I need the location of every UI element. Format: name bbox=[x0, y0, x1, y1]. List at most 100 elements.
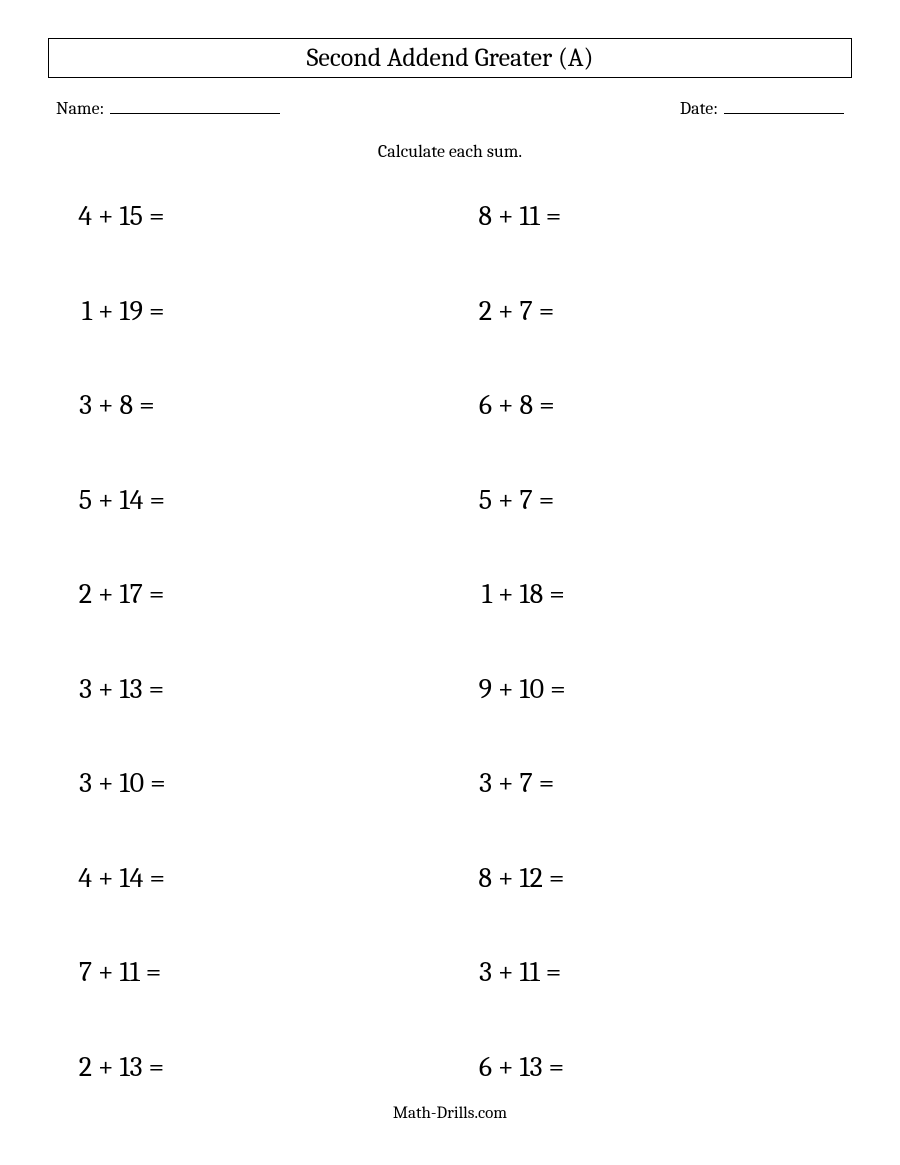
addend-2: 10 bbox=[520, 673, 545, 705]
addend-1: 5 bbox=[74, 484, 92, 516]
addend-2: 18 bbox=[520, 578, 544, 610]
addend-2: 13 bbox=[120, 1051, 143, 1083]
addend-1: 1 bbox=[74, 295, 92, 327]
name-input-line[interactable] bbox=[110, 113, 280, 114]
addend-2: 7 bbox=[520, 484, 533, 516]
equals-symbol: = bbox=[146, 956, 162, 988]
addend-2: 14 bbox=[120, 484, 144, 516]
plus-symbol: + bbox=[98, 389, 114, 421]
worksheet-title: Second Addend Greater (A) bbox=[49, 43, 851, 73]
problem-cell: 3+13= bbox=[58, 673, 450, 707]
plus-symbol: + bbox=[498, 295, 514, 327]
addend-1: 6 bbox=[474, 1051, 492, 1083]
addend-1: 2 bbox=[74, 578, 92, 610]
worksheet-page: Second Addend Greater (A) Name: Date: Ca… bbox=[0, 0, 900, 1165]
addend-2: 17 bbox=[120, 578, 143, 610]
addend-2: 12 bbox=[520, 862, 543, 894]
plus-symbol: + bbox=[498, 673, 514, 705]
instruction-text: Calculate each sum. bbox=[48, 141, 852, 162]
addend-2: 10 bbox=[120, 767, 145, 799]
addend-1: 4 bbox=[74, 200, 92, 232]
problem-cell: 1+19= bbox=[58, 295, 450, 329]
addend-1: 3 bbox=[74, 767, 92, 799]
problem-cell: 3+7= bbox=[450, 767, 842, 801]
problem-cell: 5+7= bbox=[450, 484, 842, 518]
problems-grid: 4+15=8+11=1+19=2+7=3+8=6+8=5+14=5+7=2+17… bbox=[48, 200, 852, 1084]
addend-2: 15 bbox=[120, 200, 143, 232]
addend-2: 8 bbox=[520, 389, 534, 421]
addend-2: 11 bbox=[520, 200, 540, 232]
name-field-group: Name: bbox=[56, 98, 280, 119]
equals-symbol: = bbox=[549, 862, 565, 894]
plus-symbol: + bbox=[498, 767, 514, 799]
problem-cell: 9+10= bbox=[450, 673, 842, 707]
problem-cell: 8+11= bbox=[450, 200, 842, 234]
equals-symbol: = bbox=[546, 956, 562, 988]
equals-symbol: = bbox=[149, 484, 165, 516]
plus-symbol: + bbox=[498, 862, 514, 894]
problem-cell: 7+11= bbox=[58, 956, 450, 990]
plus-symbol: + bbox=[498, 1051, 514, 1083]
info-row: Name: Date: bbox=[48, 98, 852, 119]
addend-1: 3 bbox=[474, 767, 492, 799]
plus-symbol: + bbox=[498, 956, 514, 988]
plus-symbol: + bbox=[498, 578, 514, 610]
equals-symbol: = bbox=[150, 767, 166, 799]
equals-symbol: = bbox=[149, 862, 165, 894]
plus-symbol: + bbox=[98, 578, 114, 610]
plus-symbol: + bbox=[98, 956, 114, 988]
addend-1: 3 bbox=[74, 673, 92, 705]
plus-symbol: + bbox=[98, 767, 114, 799]
plus-symbol: + bbox=[98, 1051, 114, 1083]
problem-cell: 2+13= bbox=[58, 1051, 450, 1085]
problem-cell: 3+11= bbox=[450, 956, 842, 990]
plus-symbol: + bbox=[98, 484, 114, 516]
equals-symbol: = bbox=[139, 389, 155, 421]
addend-1: 3 bbox=[474, 956, 492, 988]
equals-symbol: = bbox=[149, 1051, 165, 1083]
equals-symbol: = bbox=[539, 389, 555, 421]
problem-cell: 2+17= bbox=[58, 578, 450, 612]
plus-symbol: + bbox=[498, 200, 514, 232]
problem-cell: 6+8= bbox=[450, 389, 842, 423]
plus-symbol: + bbox=[98, 862, 114, 894]
equals-symbol: = bbox=[546, 200, 562, 232]
problem-cell: 3+8= bbox=[58, 389, 450, 423]
footer-text: Math-Drills.com bbox=[48, 1084, 852, 1127]
addend-2: 13 bbox=[520, 1051, 543, 1083]
problem-cell: 1+18= bbox=[450, 578, 842, 612]
addend-1: 7 bbox=[74, 956, 92, 988]
equals-symbol: = bbox=[149, 578, 165, 610]
plus-symbol: + bbox=[98, 200, 114, 232]
plus-symbol: + bbox=[98, 673, 114, 705]
addend-2: 14 bbox=[120, 862, 144, 894]
date-label: Date: bbox=[680, 98, 718, 119]
problem-cell: 3+10= bbox=[58, 767, 450, 801]
equals-symbol: = bbox=[539, 295, 555, 327]
addend-2: 13 bbox=[120, 673, 143, 705]
problem-cell: 4+15= bbox=[58, 200, 450, 234]
equals-symbol: = bbox=[149, 295, 165, 327]
problem-cell: 5+14= bbox=[58, 484, 450, 518]
addend-1: 6 bbox=[474, 389, 492, 421]
addend-2: 8 bbox=[120, 389, 134, 421]
equals-symbol: = bbox=[149, 200, 165, 232]
addend-1: 9 bbox=[474, 673, 492, 705]
addend-1: 5 bbox=[474, 484, 492, 516]
problem-cell: 8+12= bbox=[450, 862, 842, 896]
plus-symbol: + bbox=[498, 484, 514, 516]
date-input-line[interactable] bbox=[724, 113, 844, 114]
addend-1: 4 bbox=[74, 862, 92, 894]
equals-symbol: = bbox=[539, 767, 555, 799]
equals-symbol: = bbox=[539, 484, 555, 516]
addend-2: 11 bbox=[520, 956, 540, 988]
plus-symbol: + bbox=[98, 295, 114, 327]
equals-symbol: = bbox=[149, 673, 165, 705]
date-field-group: Date: bbox=[680, 98, 844, 119]
problem-cell: 2+7= bbox=[450, 295, 842, 329]
addend-2: 11 bbox=[120, 956, 140, 988]
problem-cell: 6+13= bbox=[450, 1051, 842, 1085]
addend-1: 1 bbox=[474, 578, 492, 610]
equals-symbol: = bbox=[549, 1051, 565, 1083]
problem-cell: 4+14= bbox=[58, 862, 450, 896]
